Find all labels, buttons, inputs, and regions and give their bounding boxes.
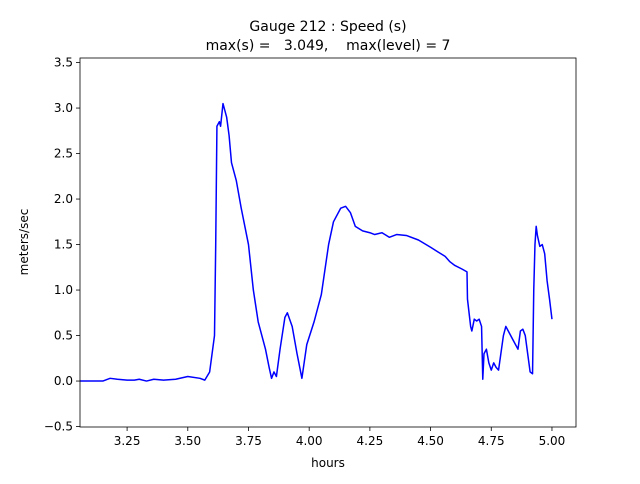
y-tick-label: 2.0 — [54, 192, 73, 206]
x-tick-label: 4.50 — [417, 434, 444, 448]
y-tick-label: 1.0 — [54, 283, 73, 297]
x-tick-label: 3.25 — [114, 434, 141, 448]
x-tick-label: 3.75 — [235, 434, 262, 448]
chart-title: Gauge 212 : Speed (s) — [249, 19, 406, 35]
y-tick-label: 3.0 — [54, 101, 73, 115]
y-tick-label: −0.5 — [44, 420, 73, 434]
x-tick-label: 5.00 — [539, 434, 566, 448]
y-axis-label: meters/sec — [17, 209, 31, 276]
y-tick-label: 3.5 — [54, 56, 73, 70]
y-tick-label: 0.0 — [54, 374, 73, 388]
x-tick-label: 4.25 — [357, 434, 384, 448]
plot-frame — [79, 57, 577, 428]
y-tick-label: 0.5 — [54, 329, 73, 343]
y-tick-label: 2.5 — [54, 147, 73, 161]
x-tick-label: 4.00 — [296, 434, 323, 448]
x-tick-label: 4.75 — [478, 434, 505, 448]
data-line — [80, 102, 553, 382]
chart-subtitle: max(s) = 3.049, max(level) = 7 — [206, 38, 451, 54]
x-axis-label: hours — [311, 456, 345, 470]
x-tick-label: 3.50 — [174, 434, 201, 448]
y-tick-label: 1.5 — [54, 238, 73, 252]
